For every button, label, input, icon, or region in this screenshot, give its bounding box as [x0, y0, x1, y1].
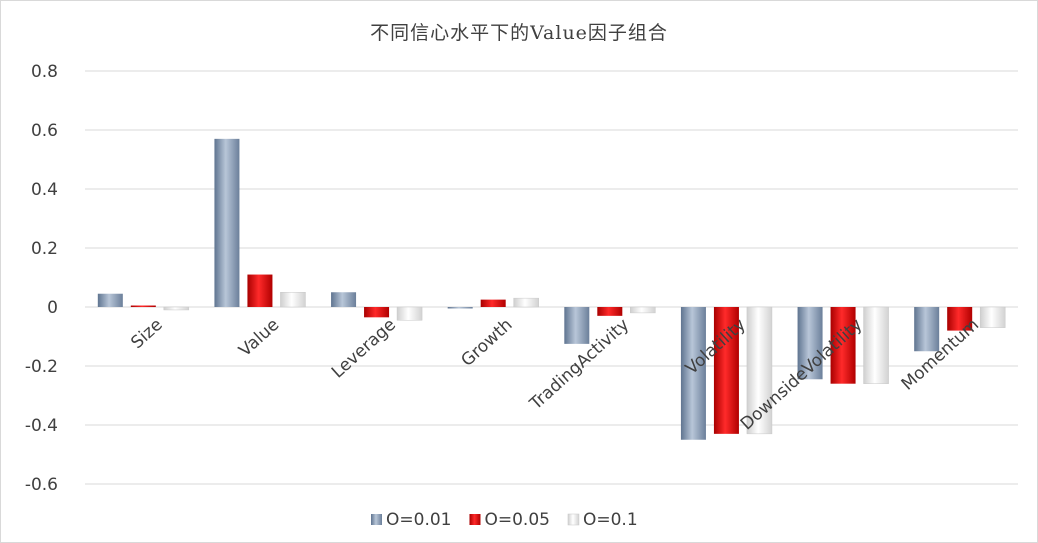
bar-O=0.05-DownsideVolatility [830, 307, 856, 384]
x-category-label: Size [127, 315, 166, 353]
bar-O=0.01-TradingActivity [564, 307, 590, 344]
bar-O=0.05-Value [247, 274, 273, 307]
bar-O=0.1-Size [163, 306, 190, 311]
x-category-label: Growth [457, 315, 516, 371]
bar-O=0.1-Growth [513, 297, 539, 308]
x-category-label: Leverage [328, 315, 400, 383]
chart-title: 不同信心水平下的Value因子组合 [370, 22, 668, 44]
bar-O=0.1-Momentum [979, 306, 1006, 328]
bar-O=0.01-DownsideVolatility [797, 307, 823, 380]
bar-O=0.01-Growth [447, 307, 473, 309]
bar-O=0.01-Value [214, 138, 240, 307]
legend-label: O=0.01 [386, 510, 451, 530]
y-tick-label: 0.2 [31, 239, 58, 259]
bar-O=0.05-Size [130, 305, 156, 308]
bar-O=0.1-TradingActivity [630, 306, 656, 314]
y-tick-label: -0.4 [25, 416, 58, 436]
legend-swatch [469, 514, 481, 525]
bar-O=0.05-Volatility [713, 307, 739, 434]
legend-label: O=0.05 [484, 510, 549, 530]
y-tick-label: 0.4 [31, 180, 58, 200]
x-category-label: Momentum [898, 315, 983, 395]
bar-O=0.1-DownsideVolatility [863, 306, 889, 384]
bar-O=0.1-Leverage [396, 306, 423, 321]
bar-O=0.05-Momentum [947, 307, 973, 331]
bar-O=0.1-Volatility [746, 306, 773, 435]
y-tick-label: -0.2 [25, 357, 58, 377]
y-tick-label: 0.8 [31, 62, 58, 82]
x-category-label: Value [235, 315, 283, 361]
bar-O=0.01-Size [97, 293, 123, 307]
bar-O=0.05-Growth [480, 299, 506, 307]
bar-O=0.05-TradingActivity [597, 307, 623, 316]
bar-O=0.01-Leverage [331, 292, 357, 307]
legend-swatch [371, 514, 382, 525]
legend-swatch [567, 513, 580, 526]
y-tick-label: -0.6 [25, 475, 58, 495]
legend-label: O=0.1 [583, 510, 638, 530]
bar-O=0.01-Volatility [680, 307, 706, 440]
bar-O=0.1-Value [280, 292, 306, 308]
bar-O=0.05-Leverage [364, 307, 390, 318]
y-tick-label: 0.6 [31, 121, 58, 141]
y-tick-label: 0 [47, 298, 58, 318]
bar-O=0.01-Momentum [914, 307, 940, 352]
